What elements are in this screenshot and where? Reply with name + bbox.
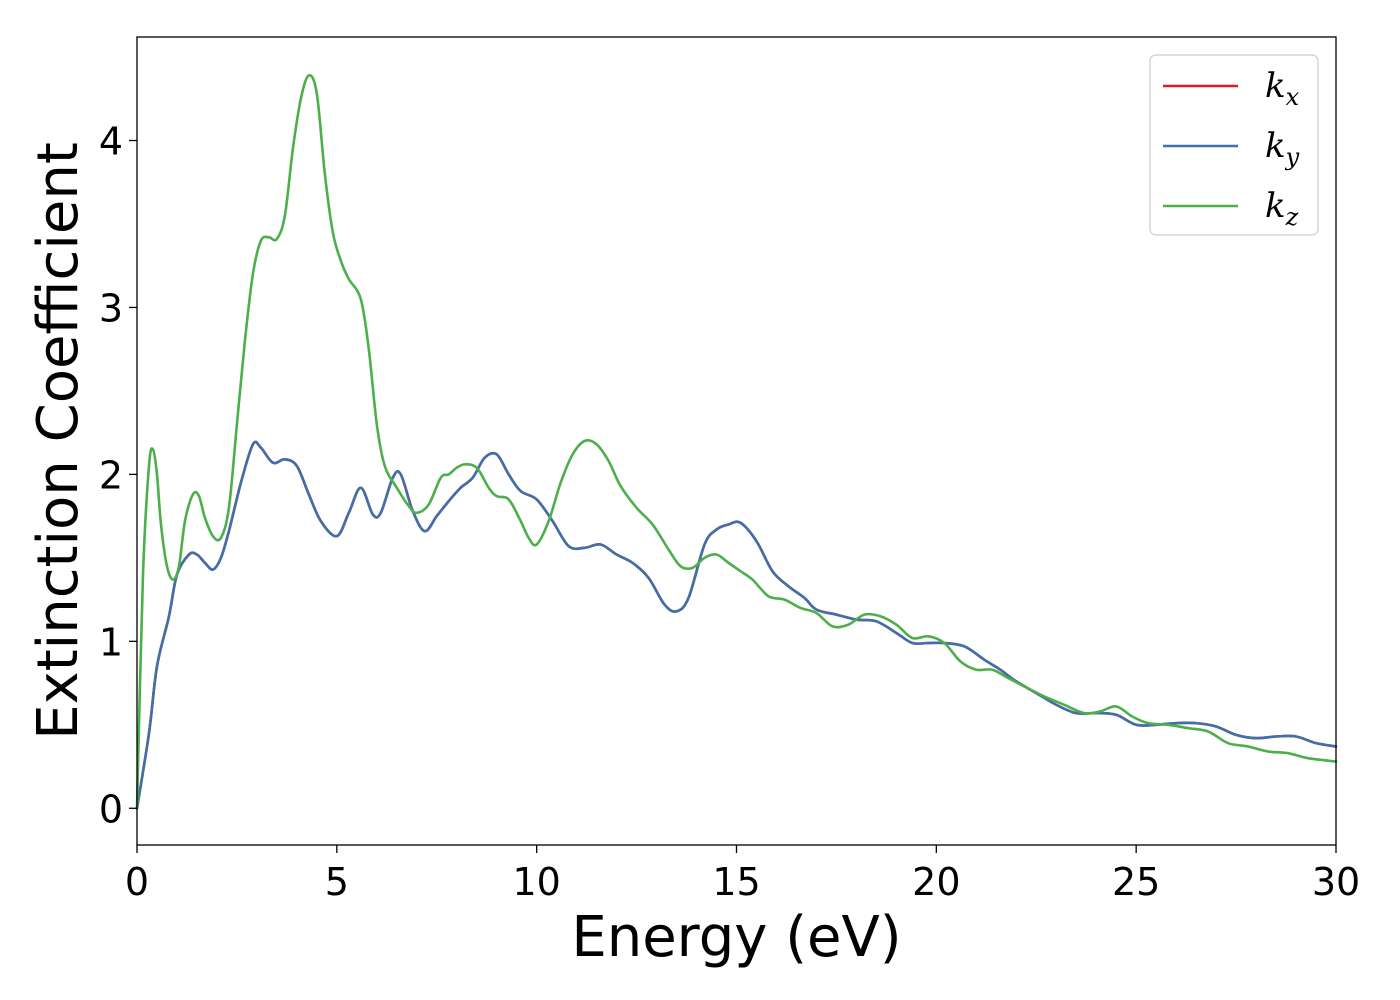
legend-label-subscript: y [1285, 143, 1300, 171]
x-tick-label: 5 [325, 860, 349, 904]
legend-label-subscript: x [1286, 83, 1300, 111]
legend-label-base: k [1265, 186, 1286, 226]
legend-label-base: k [1265, 126, 1286, 166]
x-axis-ticks: 0 5 10 15 20 25 30 [125, 845, 1360, 904]
y-tick-label: 4 [99, 120, 123, 164]
y-axis-title: Extinction Coefficient [26, 142, 91, 740]
legend-label-base: k [1265, 66, 1286, 106]
x-tick-label: 30 [1312, 860, 1360, 904]
series-line-ky [135, 440, 1338, 810]
x-axis-title: Energy (eV) [571, 905, 901, 970]
y-tick-label: 1 [99, 620, 123, 664]
x-tick-label: 20 [912, 860, 960, 904]
y-tick-label: 2 [99, 453, 123, 497]
legend-label-kx: kx [1265, 66, 1300, 111]
series-line-kz [135, 73, 1338, 810]
legend-label-subscript: z [1285, 203, 1299, 231]
y-tick-label: 3 [99, 286, 123, 330]
legend-label-ky: ky [1265, 126, 1300, 171]
y-axis-ticks: 0 1 2 3 4 [99, 120, 137, 831]
x-tick-label: 10 [512, 860, 560, 904]
x-tick-label: 15 [712, 860, 760, 904]
y-tick-label: 0 [99, 787, 123, 831]
x-tick-label: 25 [1112, 860, 1160, 904]
legend-label-kz: kz [1265, 186, 1299, 231]
x-tick-label: 0 [125, 860, 149, 904]
series-layer [135, 73, 1338, 810]
